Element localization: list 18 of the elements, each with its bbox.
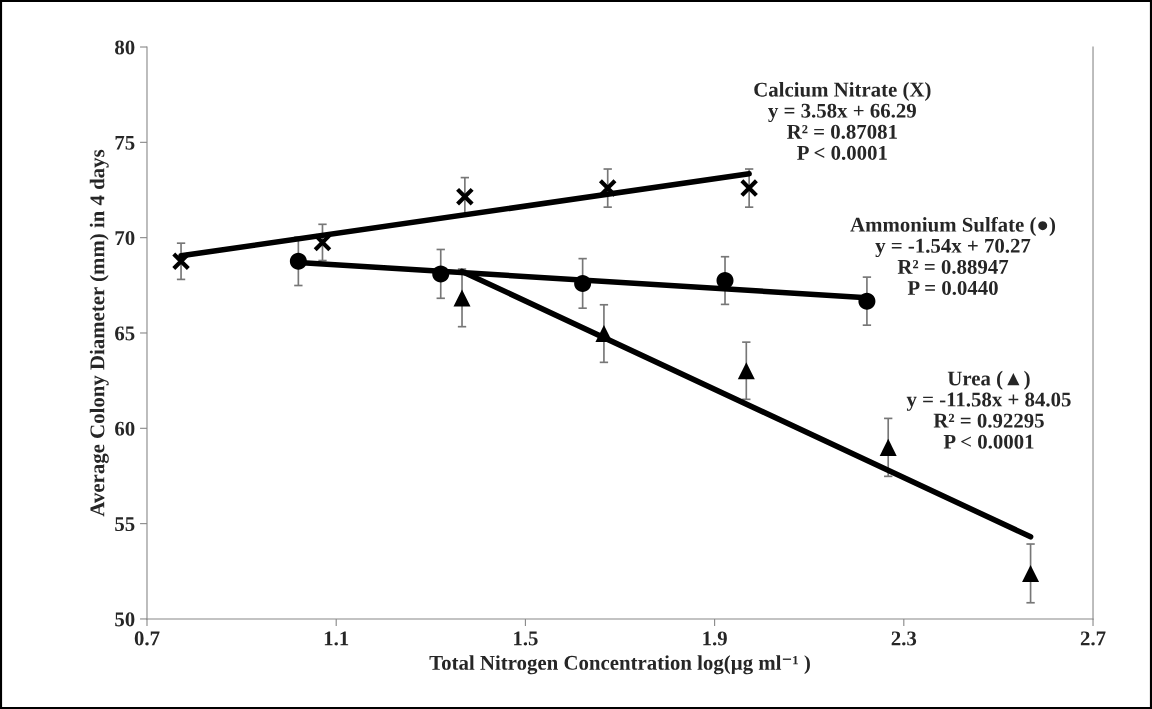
y-tick-label: 80 — [115, 40, 135, 55]
x-tick-label: 1.9 — [703, 631, 727, 646]
y-tick-label: 70 — [115, 231, 135, 246]
x-axis-title: Total Nitrogen Concentration log(µg ml⁻¹ ) — [429, 655, 810, 675]
x-tick-label: 1.1 — [324, 631, 349, 646]
x-tick-label: 2.7 — [1080, 631, 1106, 646]
y-axis-title: Average Colony Diameter (mm) in 4 days — [89, 149, 109, 517]
annotation: Urea (▲) y = -11.58x + 84.05 R² = 0.92295 P < 0.0001 — [906, 370, 1071, 449]
y-tick-label: 60 — [115, 421, 135, 436]
x-tick-label: 0.7 — [134, 631, 160, 646]
x-tick-label: 2.3 — [891, 631, 917, 646]
y-tick-label: 50 — [115, 612, 135, 627]
x-tick-label: 1.5 — [514, 631, 538, 646]
annotation: Calcium Nitrate (X) y = 3.58x + 66.29 R² = 0.87081 P < 0.0001 — [754, 82, 931, 160]
y-tick-label: 75 — [115, 135, 135, 150]
y-tick-label: 55 — [115, 517, 135, 532]
annotation: Ammonium Sulfate (●) y = -1.54x + 70.27 R² = 0.88947 P = 0.0440 — [850, 216, 1056, 296]
y-tick-label: 65 — [115, 326, 135, 341]
